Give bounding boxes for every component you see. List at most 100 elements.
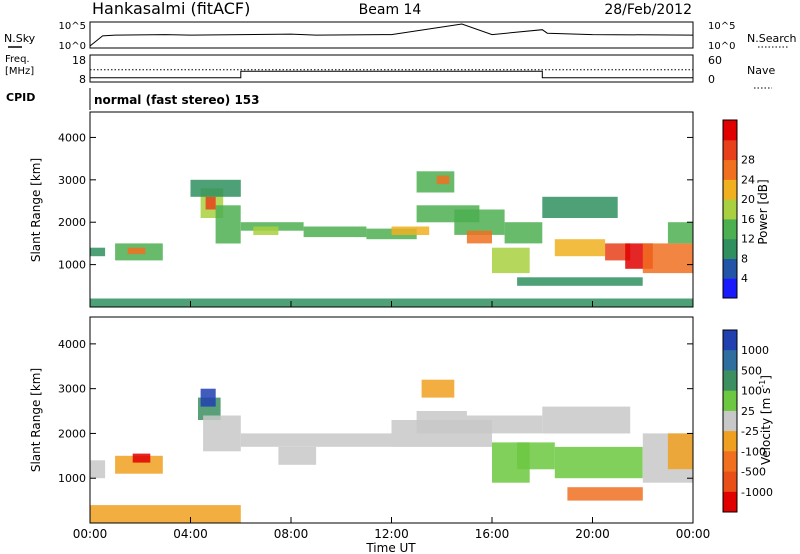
freq-right-tick-bottom: 0 [708, 73, 715, 86]
colorbar-segment [723, 410, 737, 432]
power-cell [542, 196, 618, 218]
velocity-cell [517, 442, 555, 470]
noise-right-label: N.Search [747, 32, 797, 45]
power-cell [215, 205, 241, 244]
colorbar-frame [722, 119, 738, 299]
date-title: 28/Feb/2012 [604, 2, 692, 18]
velocity-cell [416, 411, 467, 434]
freq-left-label-1: Freq. [5, 54, 30, 65]
power-cell [436, 175, 450, 185]
power-cell [240, 222, 304, 231]
colorbar-segment [723, 159, 737, 180]
x-tick-label: 08:00 [274, 527, 309, 541]
colorbar-segment [723, 471, 737, 493]
x-axis-title: Time UT [365, 541, 416, 554]
noise-tick-top: 10^5 [59, 21, 86, 32]
colorbar-segment [723, 370, 737, 392]
velocity-panel: 1000 2000 3000 4000 Slant Range [km] [29, 316, 694, 524]
velocity-cell [421, 379, 455, 398]
velocity-cell [554, 446, 643, 479]
x-tick-label: 00:00 [676, 527, 711, 541]
power-colorbar: 4 8 12 16 20 24 28 [722, 119, 755, 299]
freq-left-label-2: [MHz] [5, 66, 34, 77]
colorbar-label: -1000 [741, 486, 773, 499]
beam-title: Beam 14 [359, 2, 422, 18]
colorbar-label: 25 [741, 405, 755, 418]
y-tick-label: 4000 [58, 131, 86, 144]
colorbar-segment [723, 218, 737, 240]
colorbar-label: 500 [741, 364, 762, 377]
velocity-cell [278, 446, 317, 465]
velocity-cell [115, 455, 163, 474]
y-tick-label: 4000 [58, 338, 86, 351]
power-cell [90, 247, 106, 257]
velocity-cell [667, 433, 693, 470]
freq-panel-frame [89, 54, 694, 83]
power-cell [303, 226, 367, 238]
colorbar-segment [723, 278, 737, 299]
velocity-y-title: Slant Range [km] [29, 368, 43, 472]
power-yticks: 1000 2000 3000 4000 [58, 131, 693, 272]
colorbar-label: -100 [741, 445, 766, 458]
colorbar-label: 16 [741, 213, 755, 226]
colorbar-label: 12 [741, 233, 755, 246]
colorbar-label: 24 [741, 173, 755, 186]
velocity-cell [542, 406, 631, 434]
velocity-colorbar-title-end: ] [759, 375, 773, 380]
velocity-yticks: 1000 2000 3000 4000 [58, 338, 693, 485]
noise-left-label: N.Sky [4, 32, 36, 45]
velocity-cell [240, 433, 392, 447]
colorbar-label: 4 [741, 272, 748, 285]
colorbar-label: -500 [741, 466, 766, 479]
velocity-cell [200, 388, 216, 407]
power-cell [504, 222, 543, 244]
velocity-cell [90, 460, 106, 479]
velocity-colorbar-title-main: Velocity [m s [759, 388, 773, 465]
velocity-cell [203, 415, 241, 452]
colorbar-segment [723, 179, 737, 200]
colorbar-label: 100 [741, 385, 762, 398]
colorbar-segment [723, 390, 737, 412]
x-tick-label: 12:00 [374, 527, 409, 541]
power-cell [190, 179, 241, 197]
y-tick-label: 3000 [58, 383, 86, 396]
colorbar-segment [723, 258, 737, 279]
power-cell [253, 226, 279, 235]
freq-tick-top: 18 [72, 54, 86, 67]
power-cell [205, 196, 216, 210]
power-panel: 1000 2000 3000 4000 Slant Range [km] [29, 111, 694, 308]
colorbar-segment [723, 139, 737, 161]
colorbar-segment [723, 491, 737, 513]
cpid-label: CPID [6, 91, 35, 104]
freq-series-line [90, 70, 693, 79]
colorbar-segment [723, 350, 737, 371]
colorbar-segment [723, 238, 737, 259]
velocity-colorbar-title: Velocity [m s-1] [758, 375, 773, 465]
power-cell [454, 209, 505, 235]
colorbar-segment [723, 199, 737, 220]
noise-right-tick-top: 10^5 [708, 21, 735, 32]
power-cell [667, 222, 693, 244]
power-cell [642, 243, 694, 274]
colorbar-segment [723, 431, 737, 452]
station-title: Hankasalmi (fitACF) [92, 0, 250, 18]
velocity-cell [567, 487, 643, 501]
colorbar-label: 8 [741, 252, 748, 265]
colorbar-label: 28 [741, 154, 755, 167]
colorbar-segment [723, 120, 737, 141]
power-cell [466, 230, 492, 244]
freq-right-tick-top: 60 [708, 54, 722, 67]
y-tick-label: 1000 [58, 259, 86, 272]
x-tick-label: 20:00 [575, 527, 610, 541]
colorbar-frame [722, 329, 738, 513]
freq-right-label: Nave [747, 64, 775, 77]
velocity-colorbar-title-sup: -1 [758, 380, 767, 388]
freq-tick-bottom: 8 [79, 73, 86, 86]
colorbar-label: -25 [741, 425, 759, 438]
colorbar-segment [723, 451, 737, 472]
colorbar-label: 1000 [741, 344, 769, 357]
power-cell [554, 239, 606, 257]
velocity-cell [466, 415, 543, 434]
x-tick-label: 00:00 [73, 527, 108, 541]
